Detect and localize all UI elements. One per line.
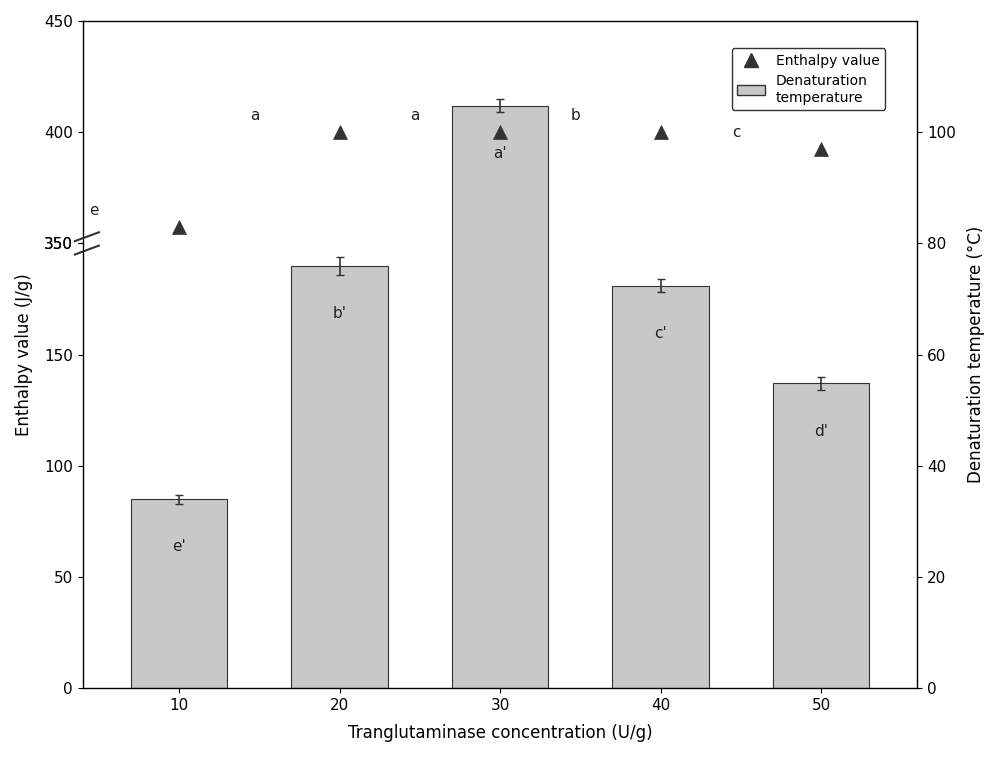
Text: b': b' [333,306,347,321]
Text: a: a [410,108,420,123]
Text: d': d' [814,423,828,438]
Legend: Enthalpy value, Denaturation
temperature: Enthalpy value, Denaturation temperature [732,48,885,111]
Text: a': a' [493,145,507,160]
Text: c': c' [654,326,667,341]
Y-axis label: Denaturation temperature (°C): Denaturation temperature (°C) [967,226,985,483]
Bar [773,384,869,688]
Text: b: b [571,108,580,123]
X-axis label: Tranglutaminase concentration (U/g): Tranglutaminase concentration (U/g) [348,724,652,742]
Text: a: a [250,108,259,123]
Text: e': e' [172,539,186,554]
Y-axis label: Enthalpy value (J/g): Enthalpy value (J/g) [15,273,33,436]
Text: c: c [732,125,741,140]
Bar [612,285,709,688]
Bar [131,499,227,688]
Bar [452,105,548,688]
Text: e: e [89,203,99,218]
Bar [291,266,388,688]
